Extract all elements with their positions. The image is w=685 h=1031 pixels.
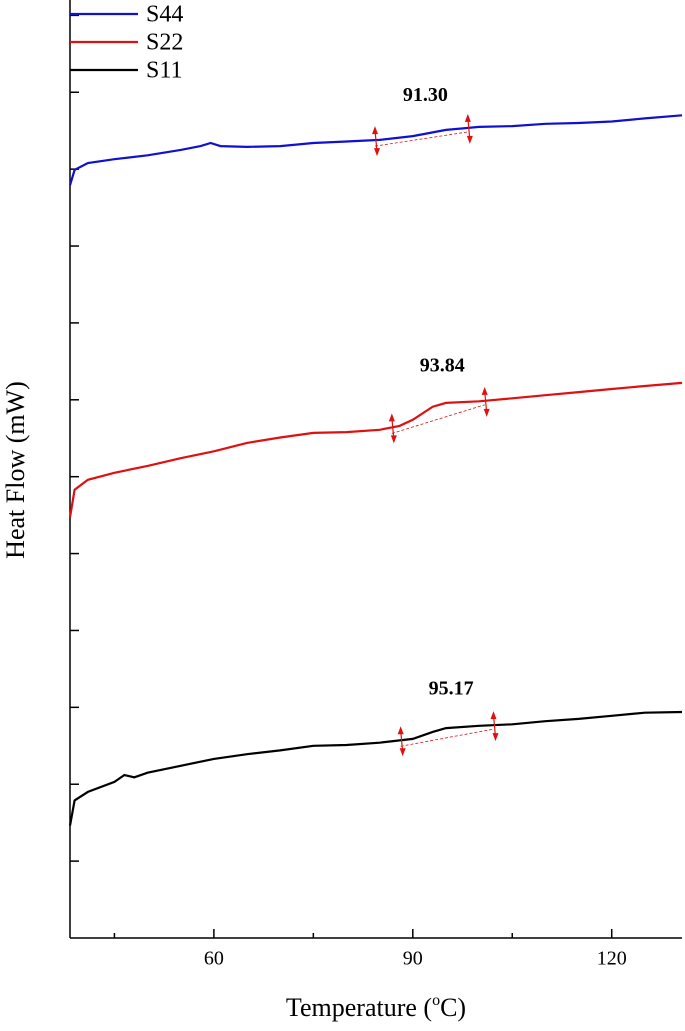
y-axis-label: Heat Flow (mW) [1,381,30,559]
legend-label: S22 [146,30,183,56]
data-line [68,710,683,826]
legend-label: S44 [146,2,183,28]
tangent-dashed [400,728,494,747]
x-tick-label: 120 [597,948,627,970]
arrow-head [372,126,381,157]
x-tick-label: 90 [403,948,423,970]
tangent-dashed [374,131,468,147]
tangent-dashed [391,404,485,434]
arrow-head [464,113,473,144]
arrow-head [397,726,406,757]
x-label-text: C) [440,993,466,1022]
x-label-text: Temperature ( [286,993,432,1022]
x-label-sup: o [432,992,440,1009]
legend-label: S11 [146,58,182,84]
tg-label: 95.17 [429,678,474,700]
x-tick-label: 60 [204,948,224,970]
x-axis-label: Temperature (oC) [286,992,466,1022]
arrow-head [388,413,397,444]
arrow-head [490,711,499,742]
tg-label: 93.84 [420,355,465,377]
tg-label: 91.30 [403,84,448,106]
arrow-head [481,386,490,417]
data-line [68,114,683,186]
data-line [68,381,683,518]
